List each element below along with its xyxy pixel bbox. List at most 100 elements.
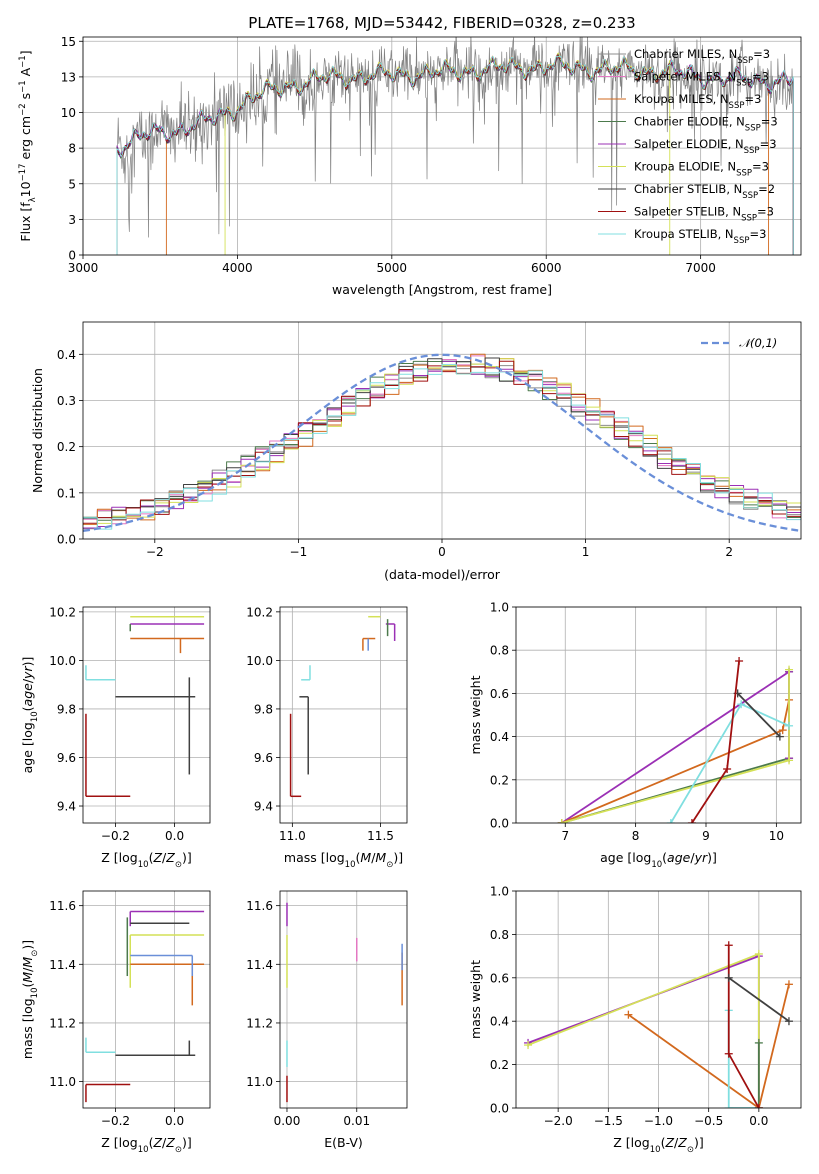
errorbar-salpeter-stelib xyxy=(289,713,302,798)
y-tick-label: 11.0 xyxy=(49,1075,76,1089)
errorbar-kroupa-miles xyxy=(130,637,205,654)
y-tick-label: 9.8 xyxy=(254,702,273,716)
x-tick-label: 0.0 xyxy=(749,1114,768,1128)
mass-weight-vs-age-ylabel: mass weight xyxy=(468,675,483,754)
mass-weight-vs-Z-xlabel: Z [log10(Z/Z⊙)] xyxy=(613,1135,703,1155)
x-tick-label: −1 xyxy=(290,545,308,559)
x-tick-label: 10 xyxy=(769,829,784,843)
x-tick-label: 1 xyxy=(582,545,590,559)
y-tick-label: 10 xyxy=(61,106,76,120)
x-tick-label: −0.2 xyxy=(101,829,130,843)
y-tick-label: 13 xyxy=(61,70,76,84)
x-tick-label: 11.5 xyxy=(367,829,394,843)
residuals-ylabel: Normed distribution xyxy=(30,368,45,493)
plot-area-age-vs-Z xyxy=(85,615,205,798)
mass-vs-ebv-xlabel: E(B-V) xyxy=(324,1135,363,1150)
y-tick-label: 11.2 xyxy=(49,1016,76,1030)
axes-age-vs-mass: 11.0 11.5 9.4 9.6 9.8 10.0 10.2 xyxy=(246,605,408,843)
y-tick-label: 0.2 xyxy=(57,440,76,454)
series-marker xyxy=(784,1017,793,1026)
histogram-kroupa-stelib xyxy=(83,364,801,530)
y-tick-label: 3 xyxy=(68,213,76,227)
errorbar-chabrier-stelib xyxy=(115,677,196,775)
x-tick-label: 6000 xyxy=(531,261,562,275)
mass-weight-vs-age-xlabel: age [log10(age/yr)] xyxy=(600,850,717,870)
y-tick-label: 0.8 xyxy=(490,928,509,942)
legend-entry: Salpeter ELODIE, NSSP=3 xyxy=(634,137,777,156)
y-tick-label: 11.2 xyxy=(246,1016,273,1030)
frame-age-vs-Z xyxy=(82,606,211,824)
y-tick-label: 10.0 xyxy=(246,654,273,668)
y-tick-label: 9.6 xyxy=(57,751,76,765)
histogram-chabrier-stelib xyxy=(83,357,801,519)
y-tick-label: 9.6 xyxy=(254,751,273,765)
axes-residuals: −2 −1 0 1 2 0.0 0.1 0.2 0.3 0.4 xyxy=(57,321,802,559)
series-salpeter-elodie xyxy=(557,667,794,823)
series-marker xyxy=(687,819,696,823)
y-tick-label: 9.4 xyxy=(57,800,76,814)
series-marker xyxy=(724,1049,733,1058)
x-tick-label: 7 xyxy=(561,829,569,843)
series-chabrier-stelib xyxy=(724,973,793,1026)
plot-area-mass-vs-ebv xyxy=(286,902,403,1103)
y-tick-label: 8 xyxy=(68,142,76,156)
x-tick-label: −1.0 xyxy=(644,1114,673,1128)
series-marker xyxy=(785,665,794,674)
mass-weight-vs-Z-ylabel: mass weight xyxy=(468,960,483,1039)
errorbar-salpeter-stelib xyxy=(85,1083,131,1103)
frame-mass-vs-Z xyxy=(82,890,211,1109)
x-tick-label: −0.5 xyxy=(694,1114,723,1128)
plot-area-mass-weight-vs-age xyxy=(557,657,794,823)
errorbar-extra xyxy=(130,954,194,977)
series-marker xyxy=(784,980,793,989)
y-tick-label: 10.2 xyxy=(49,605,76,619)
series-marker xyxy=(724,941,733,950)
errorbar-chabrier-stelib xyxy=(299,696,309,775)
y-tick-label: 0.6 xyxy=(490,971,509,985)
plot-area-mass-vs-Z xyxy=(85,910,205,1103)
y-tick-label: 0.2 xyxy=(490,773,509,787)
series-marker xyxy=(724,1104,733,1108)
y-tick-label: 0.6 xyxy=(490,687,509,701)
legend-entry: Kroupa ELODIE, NSSP=3 xyxy=(634,160,769,179)
series-chabrier-elodie xyxy=(754,1038,763,1108)
y-tick-label: 11.0 xyxy=(246,1075,273,1089)
legend-entry: Chabrier ELODIE, NSSP=3 xyxy=(634,115,778,134)
frame-spectrum xyxy=(82,36,802,256)
y-tick-label: 0.0 xyxy=(490,1102,509,1116)
series-marker xyxy=(785,756,794,765)
series-marker xyxy=(666,819,675,823)
errorbar-kroupa-stelib xyxy=(85,1037,116,1054)
series-marker xyxy=(775,732,784,741)
x-tick-label: 2 xyxy=(725,545,733,559)
series-marker xyxy=(754,949,763,958)
y-tick-label: 1.0 xyxy=(490,885,509,899)
y-tick-label: 0.1 xyxy=(57,486,76,500)
frame-age-vs-mass xyxy=(279,606,408,824)
x-tick-label: 0 xyxy=(438,545,446,559)
x-tick-label: 11.0 xyxy=(279,829,306,843)
mass-vs-Z-xlabel: Z [log10(Z/Z⊙)] xyxy=(101,1135,191,1155)
series-salpeter-stelib xyxy=(687,657,744,823)
mass-vs-Z-ylabel: mass [log10(M/M⊙)] xyxy=(20,940,40,1059)
y-tick-label: 11.4 xyxy=(246,958,273,972)
age-vs-Z-xlabel: Z [log10(Z/Z⊙)] xyxy=(101,850,191,870)
x-tick-label: 3000 xyxy=(68,261,99,275)
legend-entry: Salpeter MILES, NSSP=3 xyxy=(634,70,769,89)
observed-spectrum xyxy=(116,37,794,255)
y-tick-label: 11.6 xyxy=(246,899,273,913)
x-tick-label: −2.0 xyxy=(544,1114,573,1128)
series-marker xyxy=(724,973,733,982)
y-tick-label: 0.4 xyxy=(490,1015,509,1029)
y-tick-label: 0.0 xyxy=(490,817,509,831)
series-marker xyxy=(723,765,732,773)
series-marker xyxy=(737,700,746,709)
x-tick-label: 5000 xyxy=(377,261,408,275)
legend-entry: Chabrier MILES, NSSP=3 xyxy=(634,47,770,66)
y-tick-label: 0.3 xyxy=(57,394,76,408)
plot-area-spectrum xyxy=(116,37,794,255)
axes-mass-vs-Z: −0.2 0.0 11.0 11.2 11.4 11.6 xyxy=(49,890,211,1128)
series-marker xyxy=(754,1038,763,1047)
errorbar-kroupa-miles xyxy=(362,637,376,651)
